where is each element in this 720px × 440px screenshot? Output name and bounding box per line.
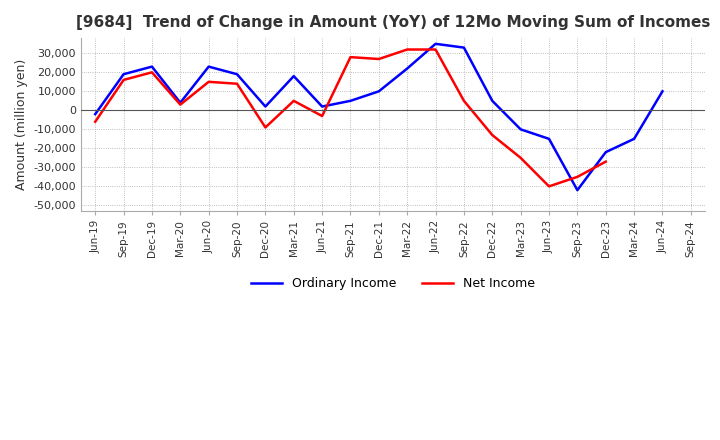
Net Income — [545, 184, 554, 189]
Net Income — [403, 47, 412, 52]
Ordinary Income — [516, 127, 525, 132]
Ordinary Income — [630, 136, 639, 142]
Net Income — [516, 155, 525, 161]
Net Income — [459, 98, 468, 103]
Ordinary Income — [289, 73, 298, 79]
Ordinary Income — [318, 104, 326, 109]
Ordinary Income — [233, 72, 241, 77]
Ordinary Income — [545, 136, 554, 142]
Ordinary Income — [573, 187, 582, 193]
Ordinary Income — [148, 64, 156, 69]
Net Income — [488, 132, 497, 138]
Net Income — [346, 55, 355, 60]
Y-axis label: Amount (million yen): Amount (million yen) — [15, 59, 28, 190]
Ordinary Income — [658, 89, 667, 94]
Ordinary Income — [346, 98, 355, 103]
Ordinary Income — [374, 89, 383, 94]
Net Income — [573, 174, 582, 180]
Ordinary Income — [403, 66, 412, 71]
Ordinary Income — [91, 111, 99, 117]
Ordinary Income — [120, 72, 128, 77]
Line: Ordinary Income: Ordinary Income — [95, 44, 662, 190]
Ordinary Income — [601, 150, 610, 155]
Net Income — [431, 47, 440, 52]
Net Income — [261, 125, 270, 130]
Title: [9684]  Trend of Change in Amount (YoY) of 12Mo Moving Sum of Incomes: [9684] Trend of Change in Amount (YoY) o… — [76, 15, 710, 30]
Net Income — [148, 70, 156, 75]
Net Income — [289, 98, 298, 103]
Net Income — [318, 114, 326, 119]
Line: Net Income: Net Income — [95, 50, 606, 187]
Ordinary Income — [176, 100, 184, 105]
Ordinary Income — [261, 104, 270, 109]
Net Income — [204, 79, 213, 84]
Net Income — [374, 56, 383, 62]
Ordinary Income — [204, 64, 213, 69]
Net Income — [120, 77, 128, 83]
Net Income — [601, 159, 610, 164]
Ordinary Income — [431, 41, 440, 47]
Net Income — [233, 81, 241, 86]
Net Income — [91, 119, 99, 125]
Legend: Ordinary Income, Net Income: Ordinary Income, Net Income — [246, 272, 540, 295]
Ordinary Income — [488, 98, 497, 103]
Ordinary Income — [459, 45, 468, 50]
Net Income — [176, 102, 184, 107]
